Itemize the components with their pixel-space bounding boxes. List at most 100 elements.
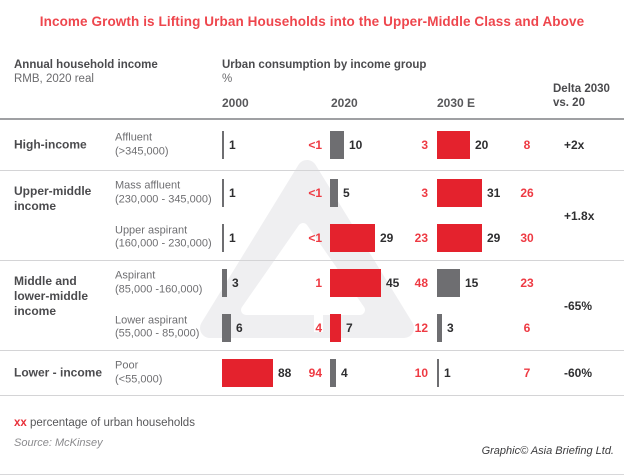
bar-cell: 5 (330, 179, 350, 208)
consumption-bar (330, 223, 375, 252)
table-body: High-income Affluent (>345,000) 1 10 20 <1 3 8 +2… (0, 118, 624, 396)
delta-header-line2: vs. 20 (553, 97, 585, 109)
household-share-value: <1 (308, 186, 322, 201)
consumption-value: 5 (343, 186, 350, 201)
consumption-bar (330, 131, 344, 159)
consumption-bar (437, 269, 460, 298)
segment-range: (<55,000) (115, 373, 163, 385)
segment-label: Lower aspirant (55,000 - 85,000) (115, 314, 219, 341)
consumption-bar (330, 269, 381, 298)
household-share-value: <1 (308, 138, 322, 152)
consumption-value: 1 (229, 138, 236, 152)
segment-range: (>345,000) (115, 145, 169, 157)
consumption-bar (222, 313, 231, 342)
bar-cell: 88 (222, 359, 291, 387)
consumption-value: 10 (349, 138, 363, 152)
household-share-value: 4 (315, 320, 322, 335)
bar-cell: 1 (222, 179, 236, 208)
consumption-bar (437, 359, 439, 387)
consumption-bar (222, 359, 273, 387)
household-share-value: 8 (523, 138, 531, 152)
bar-cell: 4 (330, 359, 348, 387)
consumption-value: 31 (487, 186, 501, 201)
segment-range: (230,000 - 345,000) (115, 193, 212, 206)
consumption-value: 3 (447, 320, 454, 335)
consumption-bar (437, 131, 470, 159)
segment-name: Aspirant (115, 269, 156, 282)
household-share-value: 30 (520, 230, 534, 245)
segment-name: Affluent (115, 131, 153, 144)
bar-cell: 20 (437, 131, 488, 159)
income-group-label: High-income (14, 137, 87, 152)
household-share-value: 1 (315, 276, 322, 291)
segment-label: Affluent (>345,000) (115, 132, 219, 159)
household-share-value: 23 (414, 230, 428, 245)
bar-cell: 7 (330, 313, 353, 342)
source-credit: Source: McKinsey (14, 437, 103, 449)
bar-cell: 15 (437, 269, 479, 298)
segment-label: Aspirant (85,000 -160,000) (115, 270, 219, 297)
segment-range: (85,000 -160,000) (115, 283, 203, 296)
bar-cell: 3 (437, 313, 454, 342)
household-share-value: 3 (421, 186, 428, 201)
delta-value: +1.8x (564, 208, 595, 223)
segment-name: Poor (115, 359, 139, 372)
household-share-value: 3 (421, 138, 428, 152)
household-share-value: <1 (308, 230, 322, 245)
households-footnote: xx percentage of urban households (14, 417, 195, 429)
consumption-value: 3 (232, 276, 239, 291)
household-share-value: 12 (414, 320, 428, 335)
table-row: Mass affluent (230,000 - 345,000) 1 5 31 <1 3 2… (0, 171, 624, 216)
segment-name: Upper aspirant (115, 224, 188, 237)
delta-value: +2x (564, 138, 585, 152)
column-header-delta: Delta 2030 vs. 20 (553, 82, 610, 110)
bar-cell: 1 (437, 359, 451, 387)
household-share-value: 94 (308, 366, 322, 380)
table-row: Affluent (>345,000) 1 10 20 <1 3 8 (0, 120, 624, 170)
segment-label: Poor (<55,000) (115, 360, 219, 387)
value-axis-unit: % (222, 73, 233, 85)
household-share-value: 6 (523, 320, 531, 335)
bar-cell: 1 (222, 131, 236, 159)
bar-cell: 29 (437, 223, 500, 252)
table-row: Upper aspirant (160,000 - 230,000) 1 29 29 <1… (0, 216, 624, 261)
delta-value: -60% (564, 366, 593, 380)
page-title: Income Growth is Lifting Urban Household… (39, 14, 585, 29)
footnote-text: percentage of urban households (26, 417, 195, 429)
value-axis-header: Urban consumption by income group % (222, 58, 426, 86)
column-header-2030e: 2030 E (437, 96, 476, 110)
consumption-bar (437, 223, 482, 252)
delta-value: -65% (564, 298, 593, 313)
consumption-value: 1 (229, 230, 236, 245)
consumption-bar (330, 359, 336, 387)
income-group: Middle and lower-middle income Aspirant (8… (0, 260, 624, 350)
consumption-bar (222, 223, 224, 252)
delta-header-line1: Delta 2030 (553, 83, 610, 95)
value-axis-title: Urban consumption by income group (222, 59, 427, 71)
footnote-marker: xx (14, 417, 27, 429)
bar-cell: 29 (330, 223, 394, 252)
column-header-2020: 2020 (331, 96, 358, 110)
bar-cell: 3 (222, 269, 239, 298)
consumption-bar (437, 313, 442, 342)
household-share-value: 10 (414, 366, 428, 380)
consumption-bar (330, 179, 338, 208)
consumption-bar (437, 179, 482, 208)
consumption-value: 20 (475, 138, 489, 152)
table-row: Poor (<55,000) 88 4 1 94 10 7 (0, 351, 624, 395)
column-header-2000: 2000 (222, 96, 249, 110)
consumption-value: 15 (465, 276, 479, 291)
income-group-label: Middle and lower-middle income (14, 274, 89, 318)
consumption-value: 29 (380, 230, 394, 245)
segment-range: (160,000 - 230,000) (115, 237, 212, 250)
bar-cell: 1 (222, 223, 236, 252)
row-axis-header: Annual household income RMB, 2020 real (14, 58, 158, 86)
household-share-value: 23 (520, 276, 534, 291)
consumption-bar (222, 131, 224, 159)
consumption-value: 1 (444, 366, 451, 380)
segment-label: Upper aspirant (160,000 - 230,000) (115, 224, 219, 251)
consumption-value: 7 (346, 320, 353, 335)
segment-range: (55,000 - 85,000) (115, 327, 200, 340)
graphic-credit: Graphic© Asia Briefing Ltd. (481, 445, 614, 457)
table-row: Aspirant (85,000 -160,000) 3 45 15 1 48 23 (0, 261, 624, 306)
